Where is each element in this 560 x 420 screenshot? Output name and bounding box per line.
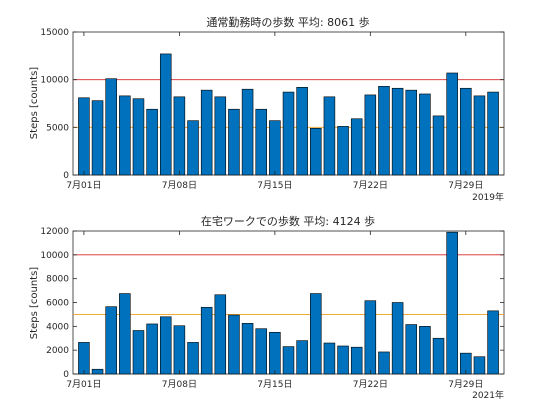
bar (105, 78, 117, 176)
bar (337, 126, 349, 176)
x-tick-label: 7月01日 (66, 180, 101, 191)
bar (173, 96, 186, 176)
bar (378, 86, 390, 176)
chart-title: 通常勤務時の歩数 平均: 8061 歩 (206, 15, 369, 29)
bar (432, 115, 445, 176)
bar (91, 368, 104, 375)
y-tick-label: 2000 (46, 346, 69, 356)
y-tick-label: 10000 (40, 251, 69, 261)
bar (446, 72, 458, 176)
bar (105, 306, 117, 375)
y-tick-label: 10000 (40, 76, 69, 86)
bar (364, 94, 377, 176)
bar (269, 331, 281, 375)
bar (200, 306, 213, 375)
bar (487, 91, 499, 176)
bar (132, 330, 145, 375)
bar (419, 93, 431, 176)
bar (214, 294, 227, 375)
bar (269, 120, 281, 176)
bar (487, 310, 499, 375)
bar (119, 293, 131, 375)
bar (310, 293, 322, 375)
bar (419, 326, 431, 375)
bar (78, 342, 90, 375)
bar (391, 302, 404, 375)
bar (323, 342, 336, 375)
bar (337, 345, 349, 375)
year-label: 2019年 (472, 191, 504, 203)
y-axis-label: Steps [counts] (29, 267, 40, 339)
bar (159, 316, 172, 375)
x-tick-label: 7月29日 (448, 180, 483, 191)
chart-bottom: 在宅ワークでの歩数 平均: 4124 歩 Steps [counts] 2021… (29, 214, 505, 401)
bar (446, 231, 458, 375)
bar (146, 108, 158, 176)
bar (391, 87, 404, 176)
bar (200, 89, 213, 176)
y-tick-label: 4000 (46, 322, 69, 332)
chart-title: 在宅ワークでの歩数 平均: 4124 歩 (201, 214, 375, 228)
x-tick-label: 7月01日 (66, 379, 101, 390)
bar (282, 346, 295, 375)
x-tick-label: 7月15日 (257, 379, 292, 390)
bar (228, 108, 240, 176)
bar (350, 346, 363, 375)
y-tick-label: 0 (63, 370, 69, 380)
bar (296, 340, 308, 375)
year-label: 2021年 (472, 389, 504, 401)
x-tick-label: 7月22日 (353, 180, 388, 191)
bar (78, 97, 90, 176)
bar (310, 127, 322, 176)
bar (146, 323, 158, 375)
y-tick-label: 12000 (40, 227, 69, 237)
bar (364, 300, 377, 375)
bar (323, 96, 336, 176)
bar (405, 324, 418, 375)
bar (241, 88, 254, 176)
bar (228, 314, 240, 375)
y-tick-label: 6000 (46, 299, 69, 309)
bar (432, 337, 445, 375)
bar (350, 118, 363, 176)
y-tick-label: 8000 (46, 275, 69, 285)
bar (473, 356, 486, 375)
bar (119, 95, 131, 176)
bar (255, 328, 267, 375)
x-tick-label: 7月22日 (353, 379, 388, 390)
bar (473, 95, 486, 176)
bar (282, 91, 295, 176)
bar (132, 98, 145, 176)
chart-top: 通常勤務時の歩数 平均: 8061 歩 Steps [counts] 2019年… (29, 15, 505, 203)
x-tick-label: 7月29日 (448, 379, 483, 390)
bar (214, 96, 227, 176)
y-tick-label: 0 (63, 171, 69, 181)
bar (91, 100, 104, 176)
y-tick-label: 15000 (40, 28, 69, 38)
x-tick-label: 7月08日 (162, 180, 197, 191)
bar (405, 89, 418, 176)
bar (159, 53, 172, 176)
bar (173, 325, 186, 375)
bar (187, 120, 199, 176)
x-tick-label: 7月08日 (162, 379, 197, 390)
y-axis-label: Steps [counts] (29, 67, 40, 139)
bar (255, 108, 267, 176)
bar (241, 323, 254, 375)
bar (187, 342, 199, 375)
bar (378, 351, 390, 375)
bar (460, 87, 472, 176)
y-tick-label: 5000 (46, 123, 69, 133)
x-tick-label: 7月15日 (257, 180, 292, 191)
bar (296, 86, 308, 176)
